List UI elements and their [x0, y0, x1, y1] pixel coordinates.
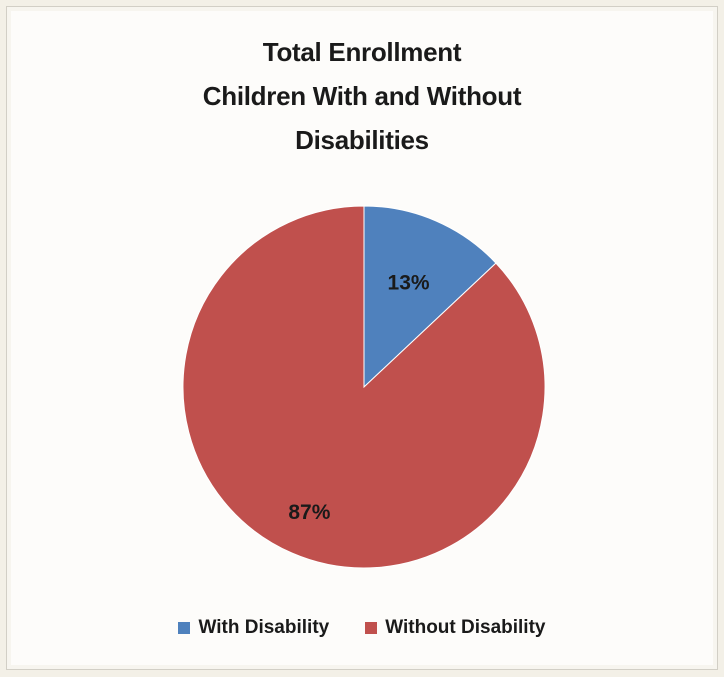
legend-label-with-disability: With Disability: [198, 617, 330, 638]
pie-slice-without-disability: [182, 205, 546, 569]
data-label-with-disability: 13%: [388, 272, 430, 295]
chart-title-line-2: Children With and Without: [202, 81, 522, 111]
chart-title-line-1: Total Enrollment: [262, 37, 462, 67]
legend-swatch-without-disability: [365, 622, 378, 634]
chart-title: Total Enrollment Children With and Witho…: [0, 30, 724, 162]
legend-swatch-with-disability: [178, 622, 191, 634]
chart-title-line-3: Disabilities: [295, 125, 429, 155]
legend-item-with-disability: With Disability: [178, 617, 329, 639]
legend-item-without-disability: Without Disability: [365, 617, 546, 639]
data-label-without-disability: 87%: [288, 501, 330, 524]
chart-legend: With Disability Without Disability: [0, 617, 724, 639]
pie-slice-with-disability: [363, 205, 497, 389]
legend-label-without-disability: Without Disability: [385, 617, 546, 638]
